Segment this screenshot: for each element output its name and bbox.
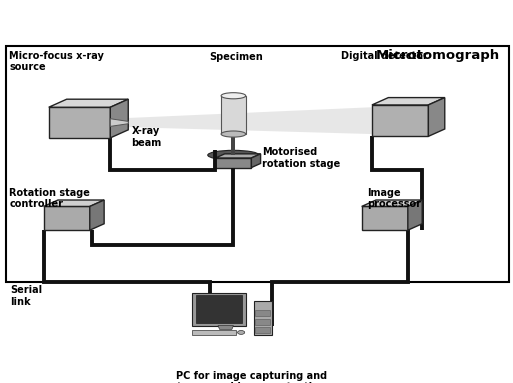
- Polygon shape: [251, 154, 261, 167]
- Polygon shape: [90, 200, 104, 230]
- Bar: [231, 134, 235, 155]
- Bar: [6, 46, 509, 282]
- Polygon shape: [408, 200, 422, 230]
- Polygon shape: [428, 98, 445, 136]
- Ellipse shape: [238, 331, 245, 334]
- Text: Image
processor: Image processor: [367, 188, 421, 209]
- Ellipse shape: [221, 93, 246, 99]
- Polygon shape: [218, 326, 233, 329]
- Polygon shape: [362, 200, 422, 206]
- Bar: [192, 293, 246, 326]
- Bar: [255, 310, 270, 316]
- Text: PC for image capturing and
tomographic reconstuction: PC for image capturing and tomographic r…: [176, 371, 327, 383]
- Ellipse shape: [221, 131, 246, 137]
- Polygon shape: [49, 99, 128, 107]
- Polygon shape: [110, 119, 128, 126]
- Text: Digital detector: Digital detector: [341, 51, 428, 61]
- Polygon shape: [215, 158, 251, 167]
- Bar: [192, 330, 236, 335]
- Text: Specimen: Specimen: [209, 52, 263, 62]
- Bar: [254, 301, 272, 335]
- Bar: [196, 295, 242, 323]
- Polygon shape: [372, 105, 428, 136]
- Text: Micro-focus x-ray
source: Micro-focus x-ray source: [9, 51, 104, 72]
- Bar: [255, 327, 270, 333]
- Polygon shape: [44, 200, 104, 206]
- Text: Motorised
rotation stage: Motorised rotation stage: [262, 147, 340, 169]
- Text: Serial
link: Serial link: [10, 285, 43, 307]
- Polygon shape: [215, 154, 261, 158]
- Polygon shape: [44, 206, 90, 230]
- Polygon shape: [128, 107, 372, 134]
- Polygon shape: [49, 107, 110, 138]
- Text: Rotation stage
controller: Rotation stage controller: [9, 188, 90, 209]
- Bar: [255, 319, 270, 325]
- Text: Microtomograph: Microtomograph: [376, 49, 500, 62]
- Polygon shape: [110, 99, 128, 138]
- Polygon shape: [221, 96, 246, 134]
- Text: X-ray
beam: X-ray beam: [131, 126, 161, 148]
- Ellipse shape: [208, 150, 259, 160]
- Polygon shape: [372, 98, 445, 105]
- Polygon shape: [362, 206, 408, 230]
